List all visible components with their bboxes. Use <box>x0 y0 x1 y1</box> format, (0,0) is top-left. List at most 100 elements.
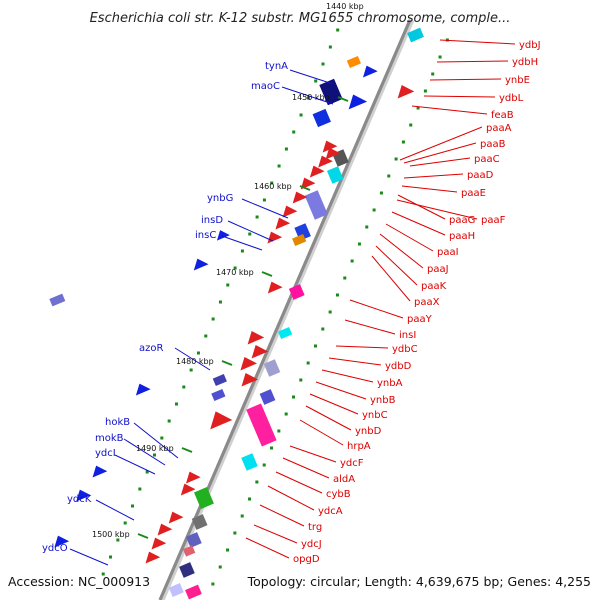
callout-line-left <box>281 86 334 105</box>
gene-label-ydcO[interactable]: ydcO <box>42 543 68 554</box>
gene-label-ydcF[interactable]: ydcF <box>340 458 364 469</box>
scale-tick <box>387 174 391 178</box>
scale-ticks <box>101 28 449 586</box>
scale-tick <box>314 79 318 83</box>
gene-label-tynA[interactable]: tynA <box>265 61 288 72</box>
scale-tick <box>350 259 354 263</box>
gene-label-opgD[interactable]: opgD <box>293 554 320 565</box>
gene-label-ydbC[interactable]: ydbC <box>392 344 418 355</box>
callout-line-right <box>429 78 502 81</box>
gene-label-ynbA[interactable]: ynbA <box>377 378 403 389</box>
scale-tick <box>292 130 296 134</box>
gene-label-azoR[interactable]: azoR <box>139 343 163 354</box>
gene-arrow <box>216 230 230 241</box>
gene-arrow <box>151 537 167 550</box>
scale-tick <box>365 225 369 229</box>
gene-label-paaJ[interactable]: paaJ <box>427 264 449 275</box>
scale-tick <box>218 565 222 569</box>
gene-label-ydbJ[interactable]: ydbJ <box>519 40 541 51</box>
gene-label-paaK[interactable]: paaK <box>421 281 447 292</box>
gene-arrow <box>251 345 269 359</box>
gene-arrow <box>54 535 70 548</box>
gene-label-maoC[interactable]: maoC <box>251 81 280 92</box>
gene-label-paaD[interactable]: paaD <box>467 170 494 181</box>
scale-tick <box>328 310 332 314</box>
gene-label-insD[interactable]: insD <box>201 215 223 226</box>
scale-tick <box>270 181 274 185</box>
gene-block <box>246 403 277 447</box>
scale-tick <box>262 463 266 467</box>
gene-label-cybB[interactable]: cybB <box>326 489 351 500</box>
gene-label-ynbG[interactable]: ynbG <box>207 193 233 204</box>
gene-arrow <box>397 85 415 99</box>
gene-features <box>49 27 424 600</box>
scale-tick <box>226 548 230 552</box>
scale-major-tick <box>261 271 273 277</box>
scale-tick <box>328 45 332 49</box>
callout-line-right <box>275 471 323 494</box>
callout-line-left <box>123 438 166 466</box>
gene-block <box>194 486 214 510</box>
gene-label-paaX[interactable]: paaX <box>414 297 440 308</box>
scale-tick <box>204 334 208 338</box>
gene-label-mokB[interactable]: mokB <box>95 433 124 444</box>
scale-tick <box>438 55 442 59</box>
callout-line-right <box>299 419 344 446</box>
gene-label-paaA[interactable]: paaA <box>486 123 512 134</box>
callout-line-right <box>391 211 446 236</box>
gene-label-paaC[interactable]: paaC <box>474 154 500 165</box>
gene-block <box>304 190 328 220</box>
scale-major-tick <box>299 185 311 191</box>
gene-arrow <box>322 140 338 153</box>
chromosome-backbone <box>158 19 412 600</box>
gene-label-feaB[interactable]: feaB <box>491 110 514 121</box>
gene-arrow <box>325 147 341 160</box>
gene-label-ydcA[interactable]: ydcA <box>318 506 343 517</box>
gene-arrow <box>348 94 368 110</box>
gene-label-ydcK[interactable]: ydcK <box>67 494 92 505</box>
gene-label-ynbB[interactable]: ynbB <box>370 395 396 406</box>
gene-label-paaH[interactable]: paaH <box>449 231 475 242</box>
gene-label-hokB[interactable]: hokB <box>105 417 130 428</box>
gene-label-ydbL[interactable]: ydbL <box>499 93 524 104</box>
gene-label-ydbH[interactable]: ydbH <box>512 57 538 68</box>
gene-arrow <box>185 471 201 484</box>
gene-label-aldA[interactable]: aldA <box>333 474 355 485</box>
gene-label-hrpA[interactable]: hrpA <box>347 441 371 452</box>
gene-label-ydbD[interactable]: ydbD <box>385 361 412 372</box>
gene-arrow <box>76 489 91 502</box>
gene-arrow <box>135 383 151 396</box>
gene-arrow <box>180 483 196 496</box>
gene-label-paaG[interactable]: paaG <box>449 215 475 226</box>
gene-label-paaB[interactable]: paaB <box>480 139 506 150</box>
scale-tick <box>401 140 405 144</box>
scale-tick <box>211 582 215 586</box>
callout-line-right <box>375 245 418 286</box>
gene-label-ynbD[interactable]: ynbD <box>355 426 382 437</box>
gene-label-paaE[interactable]: paaE <box>461 188 486 199</box>
gene-block <box>179 562 195 578</box>
gene-label-paaI[interactable]: paaI <box>437 247 459 258</box>
gene-label-trg[interactable]: trg <box>308 522 322 533</box>
scale-tick <box>160 436 164 440</box>
scale-tick <box>270 446 274 450</box>
gene-arrow <box>300 177 316 190</box>
scale-tick <box>262 198 266 202</box>
gene-label-ynbE[interactable]: ynbE <box>505 75 530 86</box>
gene-label-paaF[interactable]: paaF <box>481 215 506 226</box>
callout-line-left <box>227 220 274 242</box>
gene-arrow <box>240 357 257 371</box>
gene-label-ydcJ[interactable]: ydcJ <box>301 539 322 550</box>
gene-label-ydcI[interactable]: ydcI <box>95 448 116 459</box>
callout-line-right <box>439 39 516 45</box>
gene-block <box>185 584 202 600</box>
gene-arrow <box>275 217 291 230</box>
gene-label-insC[interactable]: insC <box>195 230 216 241</box>
gene-label-insI[interactable]: insI <box>399 330 416 341</box>
gene-block <box>263 359 281 377</box>
gene-label-ynbC[interactable]: ynbC <box>362 410 388 421</box>
gene-arrow <box>292 191 308 204</box>
gene-label-paaY[interactable]: paaY <box>407 314 433 325</box>
kbp-label-top: 1440 kbp <box>326 2 364 11</box>
